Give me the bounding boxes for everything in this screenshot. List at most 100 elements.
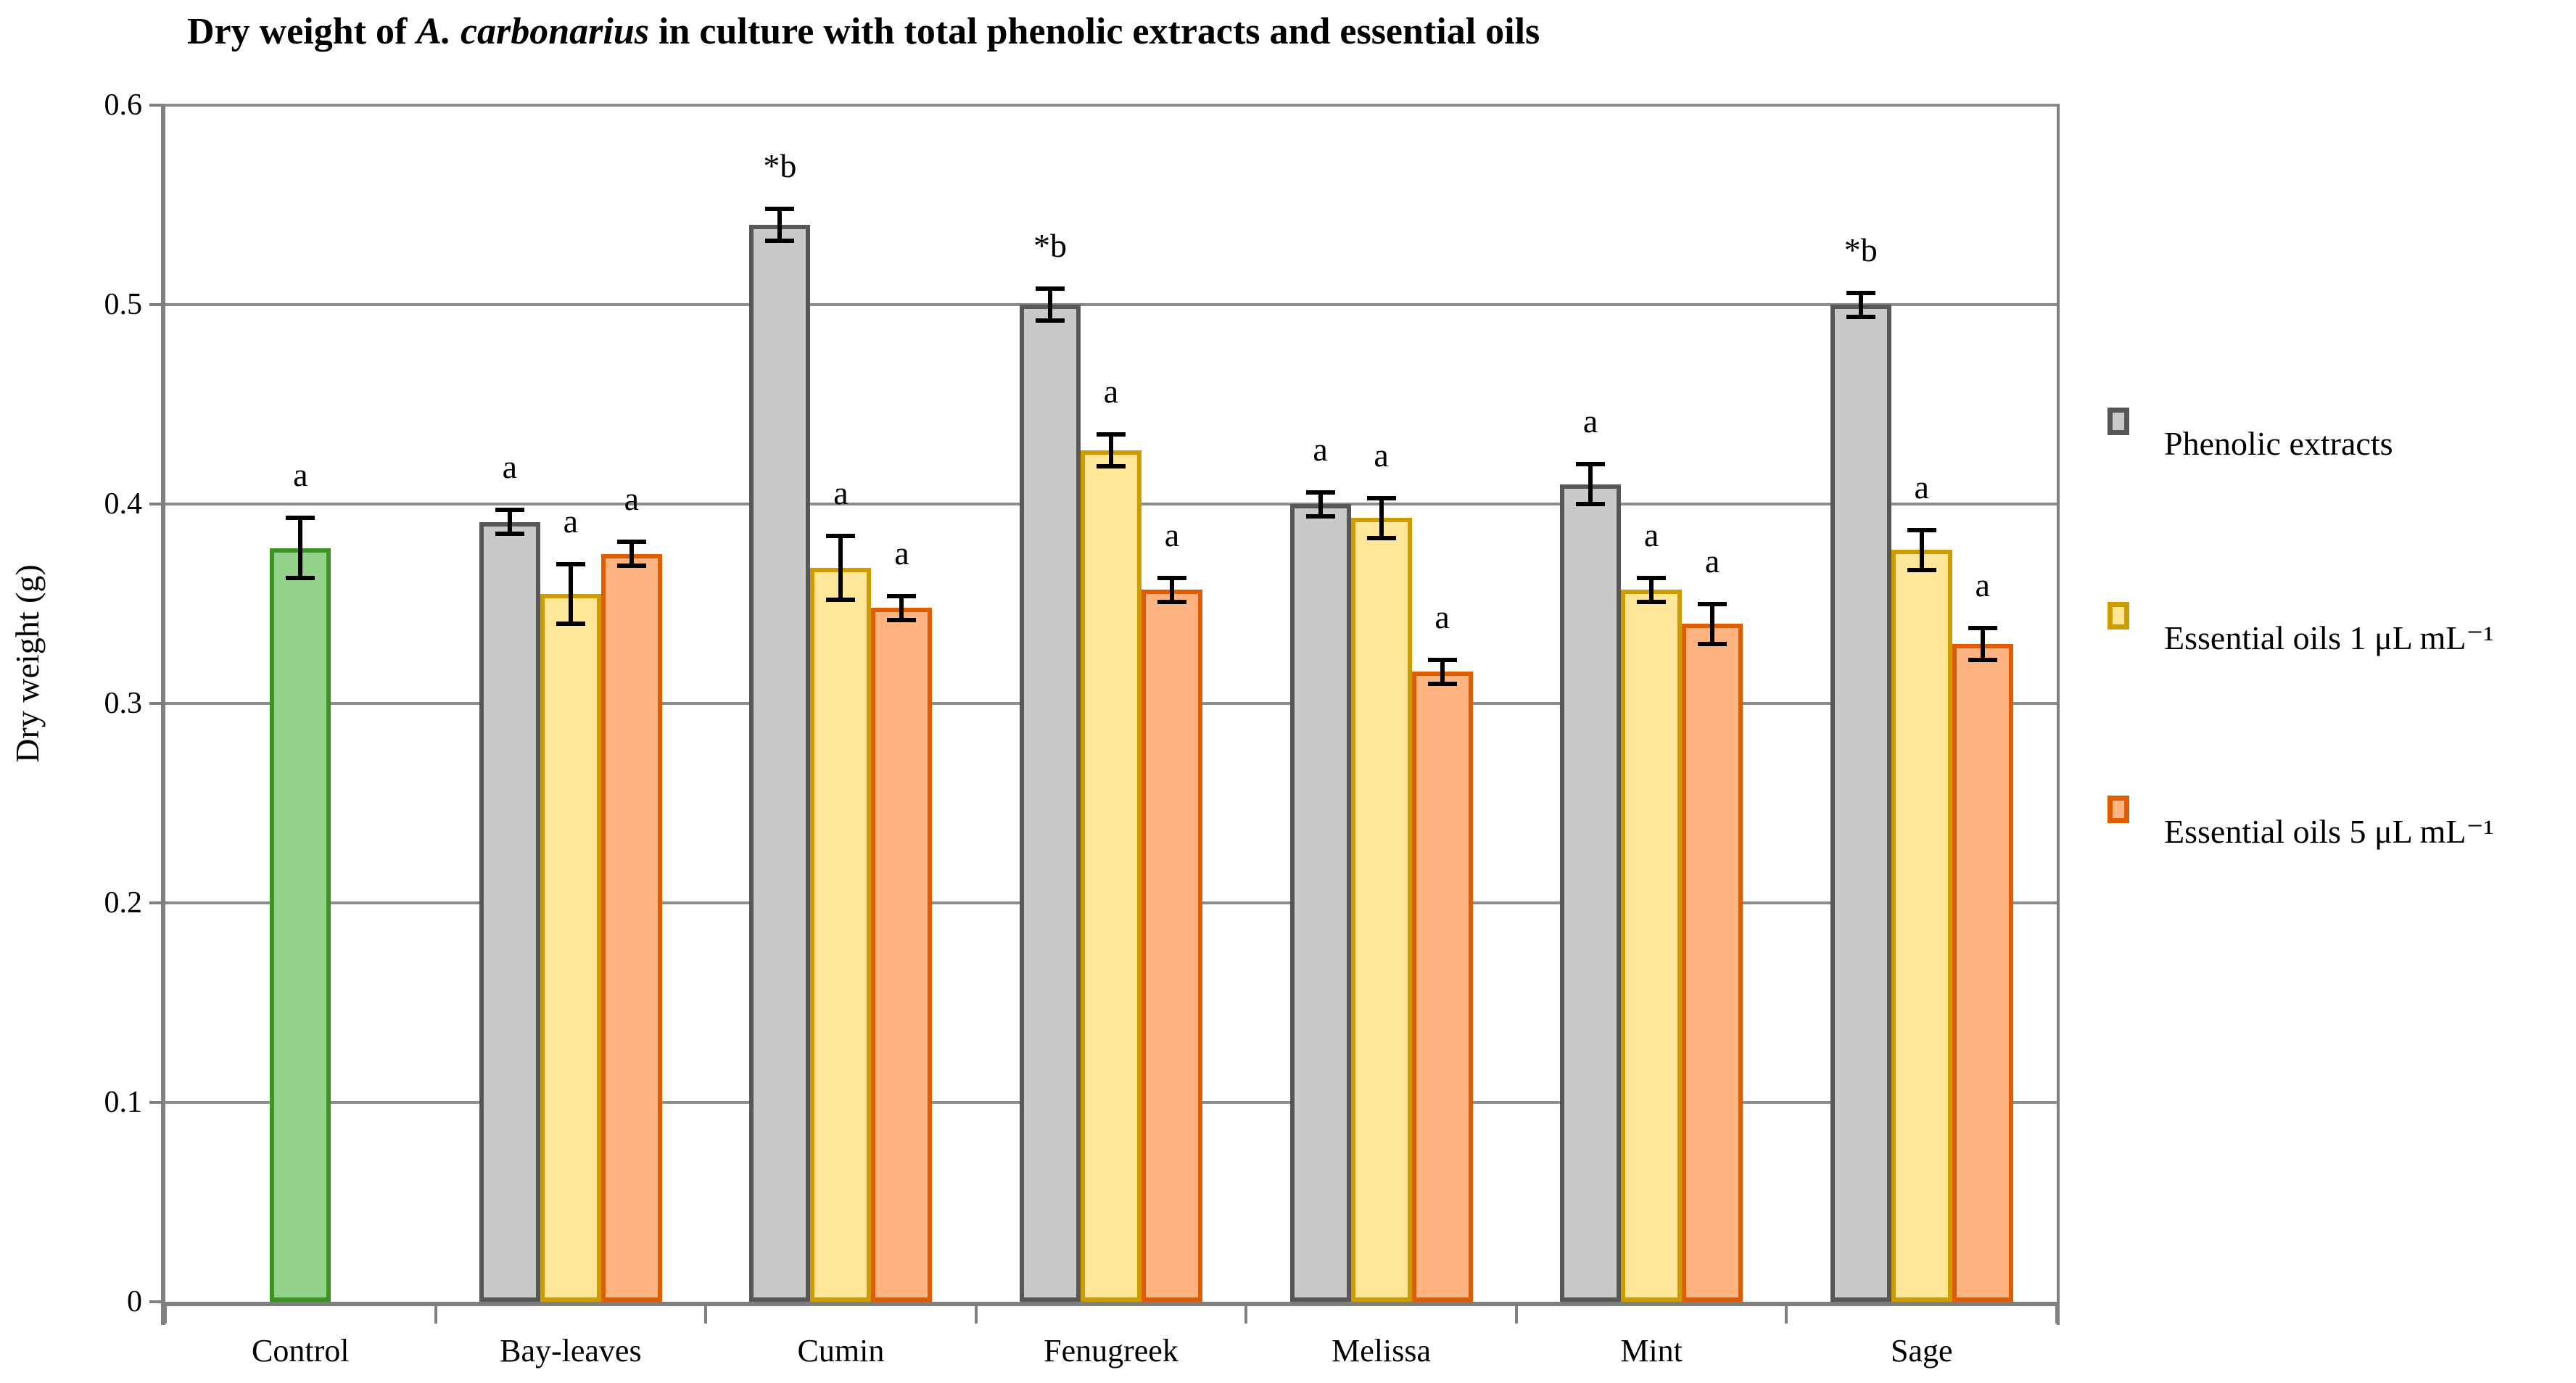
- bar-bay-leaves-oil1: [540, 593, 601, 1302]
- error-bar-bay-leaves-oil1: [568, 563, 573, 624]
- y-axis-tick-label-0: 0: [127, 1285, 142, 1318]
- bar-cumin-oil5: [871, 608, 933, 1302]
- x-axis-tick-3: [974, 1306, 978, 1324]
- legend-label-essential-oils-1: Essential oils 1 μL mL⁻¹: [2164, 619, 2494, 656]
- bar-melissa-oil1: [1350, 518, 1412, 1302]
- significance-label-melissa-phenolic: a: [1313, 430, 1328, 468]
- significance-label-sage-oil5: a: [1975, 566, 1990, 603]
- error-bar-cap-bottom-mint-oil1: [1637, 599, 1667, 604]
- error-bar-cap-bottom-sage-oil5: [1968, 657, 1997, 662]
- x-axis-category-label-sage: Sage: [1890, 1333, 1953, 1368]
- error-bar-cap-bottom-melissa-oil5: [1427, 681, 1457, 686]
- y-axis-tick-0.6: [149, 104, 165, 107]
- bar-fenugreek-phenolic: [1020, 305, 1081, 1302]
- error-bar-cap-bottom-fenugreek-oil1: [1097, 463, 1126, 468]
- error-bar-bay-leaves-phenolic: [507, 510, 512, 534]
- error-bar-cap-top-sage-oil1: [1907, 527, 1936, 532]
- x-axis-category-label-melissa: Melissa: [1332, 1333, 1431, 1368]
- y-axis-tick-0.1: [149, 1101, 165, 1104]
- chart-title-suffix: in culture with total phenolic extracts …: [649, 11, 1540, 52]
- significance-label-sage-phenolic: *b: [1844, 231, 1878, 268]
- error-bar-mint-phenolic: [1588, 464, 1593, 504]
- significance-label-mint-phenolic: a: [1582, 402, 1598, 439]
- y-axis-tick-label-0.5: 0.5: [104, 288, 143, 321]
- error-bar-cap-bottom-bay-leaves-phenolic: [495, 532, 524, 537]
- error-bar-cap-top-fenugreek-oil5: [1157, 575, 1186, 580]
- error-bar-cap-bottom-melissa-oil1: [1366, 535, 1396, 540]
- error-bar-cap-top-control-control: [286, 516, 315, 521]
- error-bar-cumin-phenolic: [777, 209, 783, 241]
- y-axis-tick-label-0.2: 0.2: [104, 886, 143, 920]
- y-axis-tick-label-0.6: 0.6: [104, 88, 143, 122]
- error-bar-sage-phenolic: [1858, 292, 1863, 317]
- gridline-0.5: [165, 303, 2057, 306]
- error-bar-cap-bottom-melissa-phenolic: [1305, 513, 1335, 519]
- legend-item-phenolic-extracts: Phenolic extracts: [2108, 403, 2393, 464]
- significance-label-bay-leaves-oil5: a: [624, 480, 640, 518]
- bar-cumin-oil1: [810, 568, 872, 1302]
- y-axis-tick-label-0.1: 0.1: [104, 1086, 143, 1119]
- error-bar-cap-top-sage-phenolic: [1846, 290, 1875, 295]
- error-bar-cap-bottom-cumin-oil1: [826, 598, 856, 602]
- error-bar-cap-bottom-sage-phenolic: [1846, 314, 1875, 319]
- error-bar-cap-top-fenugreek-phenolic: [1036, 286, 1065, 291]
- error-bar-cap-top-bay-leaves-phenolic: [495, 508, 524, 513]
- error-bar-cap-top-melissa-oil5: [1427, 657, 1457, 662]
- x-axis-tick-2: [704, 1306, 708, 1324]
- significance-label-cumin-phenolic: *b: [763, 147, 797, 184]
- x-axis-category-label-fenugreek: Fenugreek: [1044, 1333, 1178, 1368]
- x-axis-tick-5: [1514, 1306, 1518, 1324]
- significance-label-mint-oil5: a: [1704, 542, 1720, 579]
- error-bar-cap-bottom-fenugreek-phenolic: [1036, 318, 1065, 323]
- bar-cumin-phenolic: [749, 225, 811, 1302]
- y-axis-tick-label-0.4: 0.4: [104, 487, 143, 521]
- significance-label-cumin-oil5: a: [894, 534, 909, 571]
- legend-label-essential-oils-5: Essential oils 5 μL mL⁻¹: [2164, 813, 2494, 850]
- significance-label-fenugreek-phenolic: *b: [1033, 227, 1067, 264]
- error-bar-cap-bottom-fenugreek-oil5: [1157, 599, 1186, 604]
- y-axis-tick-label-0.3: 0.3: [104, 687, 143, 720]
- x-axis-tick-6: [1785, 1306, 1788, 1324]
- significance-label-melissa-oil5: a: [1434, 598, 1450, 635]
- chart-title-species-italic: A. carbonarius: [416, 11, 650, 52]
- x-axis-category-label-bay-leaves: Bay-leaves: [500, 1333, 642, 1368]
- error-bar-cumin-oil5: [899, 595, 904, 620]
- error-bar-cap-bottom-mint-phenolic: [1576, 502, 1606, 506]
- legend-item-essential-oils-5: Essential oils 5 μL mL⁻¹: [2108, 791, 2494, 852]
- legend-swatch-essential-oils-5: [2108, 796, 2129, 823]
- x-axis-category-label-cumin: Cumin: [797, 1333, 885, 1368]
- bar-fenugreek-oil5: [1142, 590, 1202, 1302]
- error-bar-cap-top-mint-oil5: [1698, 601, 1727, 606]
- y-axis-tick-0.4: [149, 503, 165, 505]
- error-bar-cap-bottom-mint-oil5: [1698, 641, 1727, 646]
- error-bar-bay-leaves-oil5: [629, 542, 634, 566]
- bar-fenugreek-oil1: [1081, 450, 1142, 1302]
- error-bar-mint-oil1: [1649, 577, 1654, 602]
- error-bar-fenugreek-oil1: [1109, 434, 1113, 466]
- x-axis-category-label-control: Control: [252, 1333, 350, 1368]
- error-bar-cap-top-fenugreek-oil1: [1097, 432, 1126, 437]
- y-axis-tick-0.2: [149, 901, 165, 904]
- error-bar-cap-bottom-cumin-phenolic: [765, 239, 795, 243]
- error-bar-melissa-phenolic: [1318, 492, 1323, 516]
- error-bar-cumin-oil1: [838, 536, 843, 600]
- significance-label-control-control: a: [293, 456, 308, 494]
- y-axis-tick-0: [149, 1300, 165, 1303]
- error-bar-cap-bottom-cumin-oil5: [887, 617, 917, 622]
- y-axis-line: [161, 104, 165, 1325]
- legend-item-essential-oils-1: Essential oils 1 μL mL⁻¹: [2108, 598, 2494, 659]
- error-bar-cap-bottom-control-control: [286, 575, 315, 580]
- bar-melissa-phenolic: [1289, 504, 1351, 1302]
- bar-mint-oil5: [1682, 624, 1743, 1302]
- bar-mint-oil1: [1621, 590, 1683, 1302]
- y-axis-tick-0.5: [149, 303, 165, 306]
- error-bar-cap-top-bay-leaves-oil1: [556, 561, 585, 566]
- significance-label-bay-leaves-oil1: a: [563, 502, 579, 540]
- x-axis-tick-1: [434, 1306, 437, 1324]
- error-bar-fenugreek-oil5: [1170, 577, 1174, 602]
- chart-title-prefix: Dry weight of: [187, 11, 417, 52]
- significance-label-bay-leaves-phenolic: a: [502, 448, 518, 486]
- error-bar-cap-bottom-sage-oil1: [1907, 567, 1936, 572]
- error-bar-cap-top-mint-phenolic: [1576, 462, 1606, 466]
